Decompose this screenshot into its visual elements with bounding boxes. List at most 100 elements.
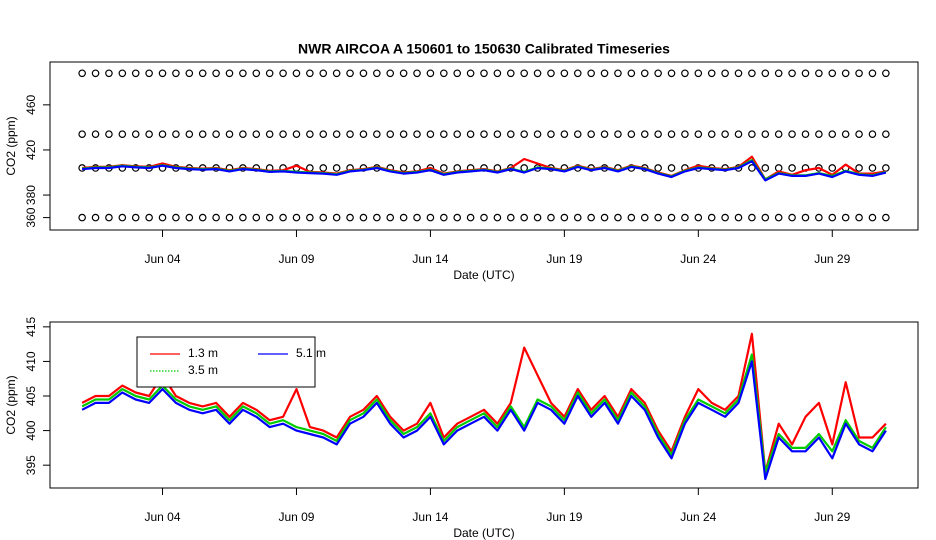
data-point (547, 213, 555, 222)
chart-title: NWR AIRCOA A 150601 to 150630 Calibrated… (298, 41, 670, 57)
data-point (426, 213, 435, 222)
data-point (707, 69, 716, 78)
y-tick-label: 360 (24, 207, 38, 227)
x-tick-label: Jun 19 (546, 510, 582, 524)
plot-frame (49, 321, 919, 489)
data-point (91, 130, 100, 138)
data-point (332, 130, 341, 138)
data-point (185, 213, 194, 222)
series-line (81, 360, 887, 481)
data-point (694, 69, 703, 78)
x-tick-label: Jun 14 (412, 252, 448, 266)
data-point (573, 213, 582, 222)
data-point (815, 213, 823, 222)
data-point (185, 69, 194, 78)
data-point (841, 213, 850, 222)
legend-label: 1.3 m (188, 346, 218, 360)
x-tick-label: Jun 24 (680, 510, 716, 524)
data-point (373, 130, 381, 138)
data-point (828, 164, 837, 172)
data-point (547, 69, 555, 78)
data-point (319, 164, 328, 172)
data-point (855, 130, 863, 138)
data-point (774, 164, 783, 172)
data-point (801, 130, 810, 138)
data-point (774, 213, 783, 222)
data-point (239, 69, 247, 78)
data-point (346, 69, 354, 78)
series-line (81, 332, 887, 474)
data-point (319, 130, 328, 138)
data-point (225, 130, 234, 138)
x-tick-label: Jun 29 (814, 510, 850, 524)
data-point (882, 164, 890, 172)
data-point (399, 164, 408, 172)
data-point (265, 130, 274, 138)
x-tick-label: Jun 04 (145, 510, 181, 524)
data-point (346, 130, 354, 138)
data-point (587, 213, 595, 222)
data-point (359, 69, 368, 78)
data-point (748, 69, 756, 78)
data-point (734, 69, 743, 78)
data-point (198, 69, 207, 78)
data-point (306, 213, 314, 222)
data-point (493, 130, 502, 138)
data-point (131, 213, 140, 222)
data-point (145, 130, 153, 138)
data-point (212, 69, 220, 78)
data-point (265, 213, 274, 222)
data-point (466, 69, 475, 78)
y-tick-label: 400 (24, 420, 38, 440)
y-tick-label: 380 (24, 185, 38, 205)
y-tick-label: 420 (24, 140, 38, 160)
data-point (868, 69, 877, 78)
data-point (198, 213, 207, 222)
data-point (91, 213, 100, 222)
data-point (801, 213, 810, 222)
data-point (734, 130, 743, 138)
data-point (440, 69, 448, 78)
x-tick-label: Jun 04 (145, 252, 181, 266)
data-point (828, 69, 837, 78)
data-point (855, 164, 863, 172)
data-point (185, 130, 194, 138)
data-point (681, 69, 689, 78)
data-point (547, 130, 555, 138)
data-point (694, 130, 703, 138)
data-point (815, 130, 823, 138)
data-point (627, 130, 636, 138)
data-point (761, 164, 770, 172)
y-tick-label: 410 (24, 351, 38, 371)
data-point (587, 130, 595, 138)
data-point (721, 213, 729, 222)
data-point (279, 69, 287, 78)
y-tick-label: 395 (24, 455, 38, 475)
data-point (105, 69, 113, 78)
data-point (118, 69, 127, 78)
data-point (587, 69, 595, 78)
data-point (426, 69, 435, 78)
data-point (748, 213, 756, 222)
data-point (292, 213, 301, 222)
data-point (761, 213, 770, 222)
data-point (667, 164, 676, 172)
y-tick-label: 405 (24, 386, 38, 406)
data-point (815, 69, 823, 78)
data-point (774, 69, 783, 78)
legend-frame (136, 336, 316, 388)
data-point (212, 213, 220, 222)
data-point (172, 213, 180, 222)
data-point (346, 213, 354, 222)
data-point (640, 130, 649, 138)
data-point (466, 130, 475, 138)
data-point (118, 213, 127, 222)
data-point (841, 69, 850, 78)
data-point (399, 130, 408, 138)
data-point (386, 130, 395, 138)
data-point (413, 213, 421, 222)
data-point (828, 130, 837, 138)
data-point (239, 130, 247, 138)
x-axis-label: Date (UTC) (453, 268, 514, 282)
